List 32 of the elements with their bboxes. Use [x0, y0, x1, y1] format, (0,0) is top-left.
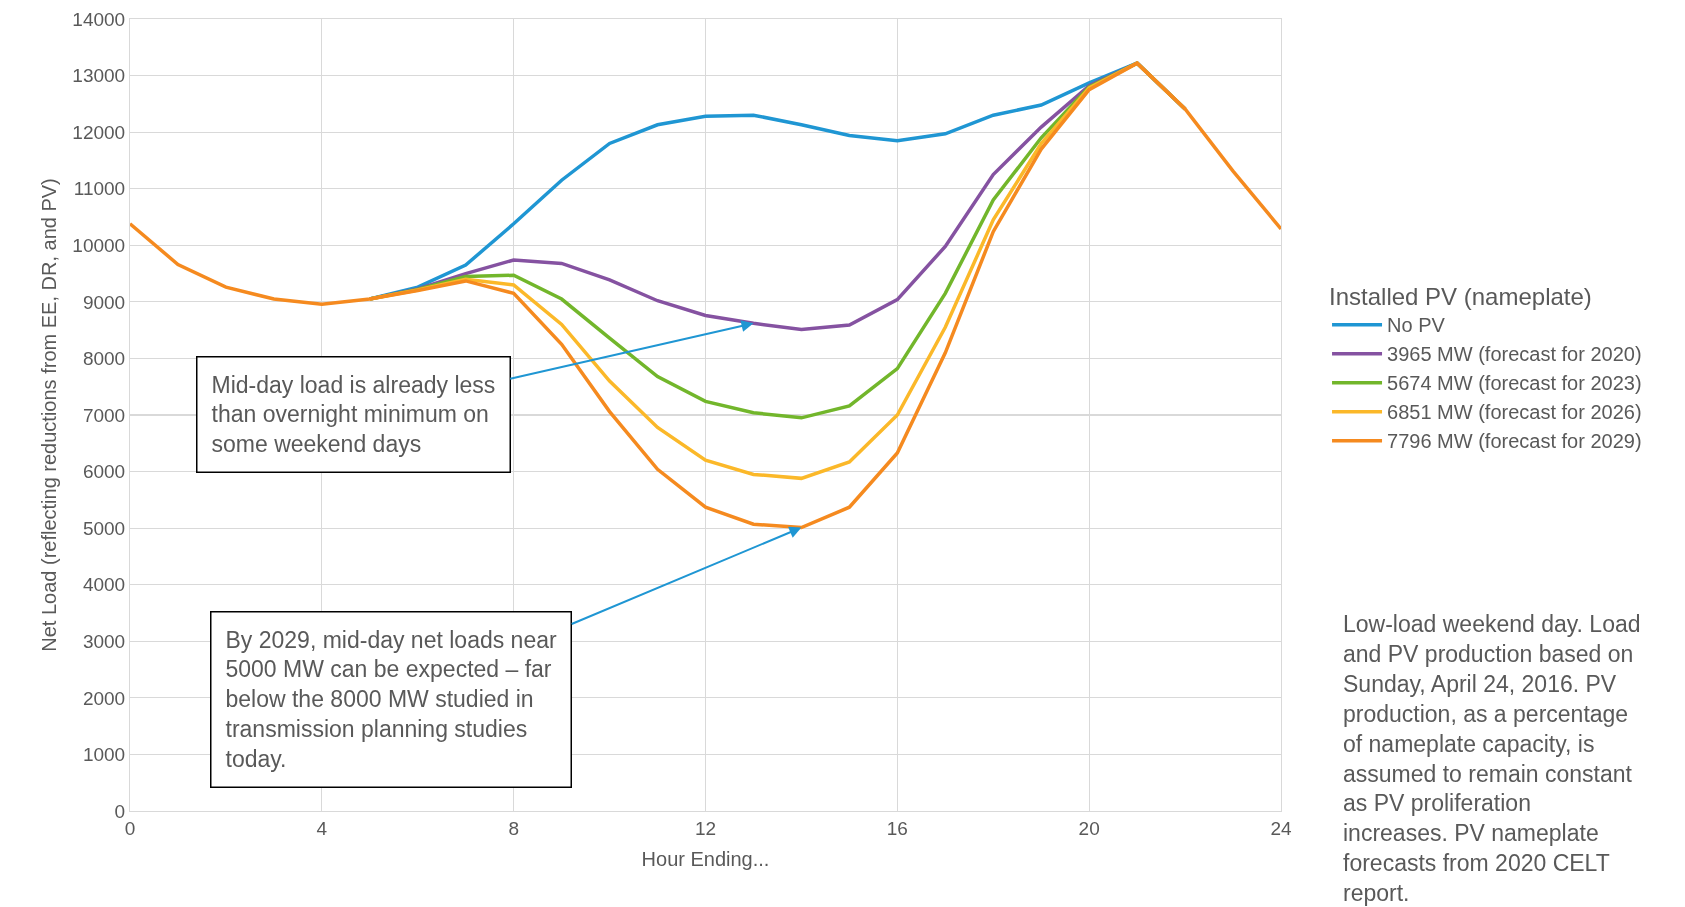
- annotation: Mid-day load is already less than overnight minimum on some weekend days: [211, 371, 496, 458]
- x-axis-title: Hour Ending...: [641, 848, 770, 871]
- annotation: By 2029, mid-day net loads near 5000 MW can be expected – far below the 8000 MW studied in transmission planning studies today.: [225, 626, 557, 773]
- y-tick-label: 3000: [82, 630, 126, 652]
- legend-label: 3965 MW (forecast for 2020): [1387, 343, 1642, 366]
- y-tick-label: 7000: [82, 404, 126, 426]
- y-tick-label: 12000: [72, 121, 126, 143]
- y-tick-label: 13000: [72, 65, 126, 87]
- y-tick-label: 1000: [82, 744, 126, 766]
- legend-label: 6851 MW (forecast for 2026): [1387, 401, 1642, 424]
- x-tick-label: 24: [1270, 817, 1292, 839]
- legend-title: Installed PV (nameplate): [1329, 283, 1592, 311]
- y-tick-label: 14000: [72, 8, 126, 30]
- legend-label: 7796 MW (forecast for 2029): [1387, 430, 1642, 453]
- y-tick-label: 8000: [82, 348, 126, 370]
- y-tick-label: 10000: [72, 234, 126, 256]
- legend-label: 5674 MW (forecast for 2023): [1387, 372, 1642, 395]
- y-tick-label: 0: [114, 800, 126, 822]
- y-tick-label: 11000: [73, 178, 126, 200]
- y-axis-title: Net Load (reflecting reductions from EE, DR, and PV): [37, 178, 60, 652]
- y-tick-label: 2000: [82, 687, 126, 709]
- x-tick-label: 8: [508, 817, 519, 839]
- y-tick-label: 9000: [82, 291, 126, 313]
- x-tick-label: 4: [316, 817, 328, 839]
- y-tick-label: 5000: [82, 517, 126, 539]
- x-tick-label: 16: [886, 817, 908, 839]
- x-tick-label: 20: [1078, 817, 1100, 839]
- x-tick-label: 12: [694, 817, 717, 839]
- y-tick-label: 4000: [82, 574, 126, 596]
- text: Low-load weekend day. Load and PV production based on Sunday, April 24, 2016. PV production, as a percentage of nameplate capacity, is assumed to remain constant as PV proliferation increases. PV nameplate forecasts from 2020 CELT report.: [1343, 611, 1641, 907]
- legend-label: No PV: [1387, 314, 1446, 337]
- y-tick-label: 6000: [82, 461, 126, 483]
